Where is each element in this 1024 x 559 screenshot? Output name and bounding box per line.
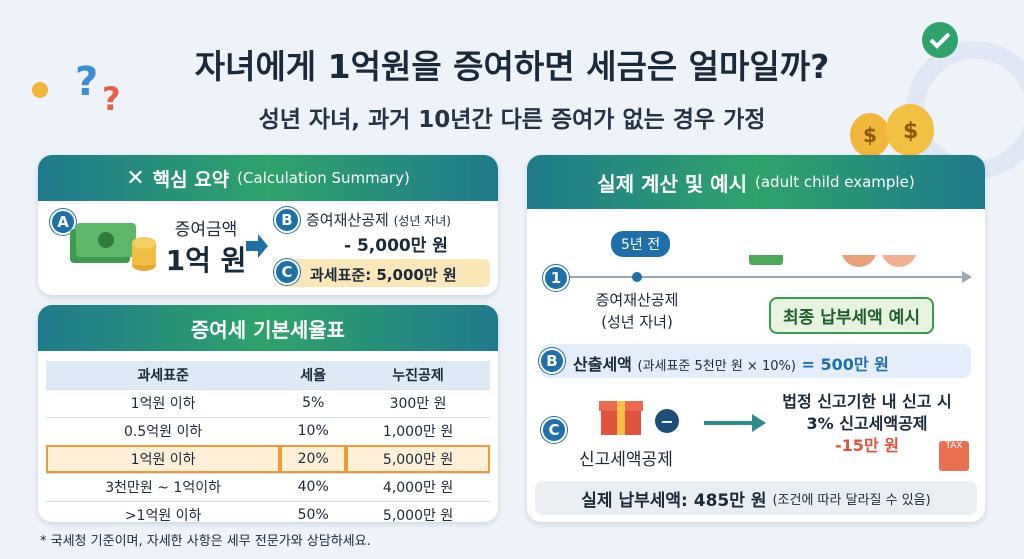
table-cell: 4,000만 원 [346,473,490,502]
timeline [557,255,972,283]
table-cell: 3천만원 ~ 1억이하 [46,473,281,502]
table-cell: 1억원 이하 [46,389,281,418]
deduction-amount: - 5,000만 원 [344,236,448,256]
badge: C [274,259,300,285]
badge: 1 [543,265,569,291]
badge: B [539,348,565,374]
timeline-label: 5년 전 [611,231,671,257]
summary-title-en: (Calculation Summary) [237,169,410,187]
table-body: 1억원 이하 5% 300만 원 0.5억원 이하 10% 1,000만 원 1억원 이하 2… [46,389,490,522]
summary-panel: ✕ 핵심 요약 (Calculation Summary) A 증여금액 1억 원 … [38,155,498,295]
title: 자녀에게 1억원을 증여하면 세금은 얼마일까? [194,47,830,86]
table-header: 증여세 기본세율표 [38,305,498,351]
gift-amount: 1억 원 [165,244,247,277]
minus-icon: − [655,409,679,433]
table-cell: >1억원 이하 [46,501,281,522]
badge: B [274,207,300,233]
step1-label: 증여재산공제 [595,291,679,309]
table-row: 0.5억원 이하 10% 1,000만 원 [46,417,490,446]
column-header: 누진공제 [346,361,490,390]
computed-result: = 500만 원 [801,355,889,374]
table-cell: 0.5억원 이하 [46,417,281,446]
table-row: 1억원 이하 5% 300만 원 [46,389,490,418]
step1-note: (성년 자녀) [601,313,673,331]
deduction-text: 증여재산공제 [306,211,389,229]
table-row: 1억원 이하 20% 5,000만 원 [46,445,490,474]
tax-base-box [278,259,490,287]
report-line2: 3% 신고세액공제 [806,414,928,433]
summary-header: ✕ 핵심 요약 (Calculation Summary) [38,155,498,201]
table-panel: 증여세 기본세율표 과세표준 세율 누진공제 1억원 이하 5% 300만 원 0.5억원 … [38,305,498,522]
arrow [704,414,766,432]
question-mark: ? [75,59,98,105]
table-cell: 50% [280,501,347,522]
final-banner: 최종 납부세액 예시 [769,297,934,334]
report-deduction: 신고세액공제 [579,450,673,470]
table-title: 증여세 기본세율표 [190,317,346,342]
money-icon [70,223,156,271]
deduction-label: 증여재산공제 (성년 자녀) [306,209,451,230]
summary-title: 핵심 요약 [152,168,230,191]
report-line1: 법정 신고기한 내 신고 시 [782,392,952,411]
tax-icon: TAX [939,441,969,471]
total-box: 실제 납부세액: 485만 원 (조건에 따라 달라질 수 있음) [535,481,977,515]
table-cell: 300만 원 [346,389,490,418]
column-header: 과세표준 [46,361,281,390]
example-title-en: (adult child example) [755,173,915,191]
table-cell: 5,000만 원 [346,501,490,522]
computed-tax: 산출세액 (과세표준 5천만 원 × 10%) = 500만 원 [573,351,889,375]
table-cell: 10% [280,417,347,446]
example-panel: 실제 계산 및 예시 (adult child example) 5년 전 1 증… [527,155,985,522]
computed-formula: (과세표준 5천만 원 × 10%) [637,359,796,374]
example-title: 실제 계산 및 예시 [597,171,747,196]
svg-text:$: $ [903,119,918,144]
tax-base: 과세표준: 5,000만 원 [310,266,457,284]
table-cell: 20% [280,445,347,474]
header-row: 과세표준 세율 누진공제 [46,361,490,390]
footnote: * 국세청 기준이며, 자세한 사항은 세무 전문가와 상담하세요. [40,534,371,549]
example-header: 실제 계산 및 예시 (adult child example) [527,155,985,209]
column-header: 세율 [280,361,347,390]
rate-table: 과세표준 세율 누진공제 1억원 이하 5% 300만 원 0.5억원 이하 10% 1,000… [46,361,490,522]
table-cell: 1,000만 원 [346,417,490,446]
table-cell: 40% [280,473,347,502]
total-note: (조건에 따라 달라질 수 있음) [772,492,931,508]
table-row: >1억원 이하 50% 5,000만 원 [46,501,490,522]
table-cell: 5% [280,389,347,418]
table-cell: 1억원 이하 [46,445,281,474]
badge: C [541,417,567,443]
deduction-note: (성년 자녀) [393,214,451,228]
computed-label: 산출세액 [573,355,632,374]
report-info: 법정 신고기한 내 신고 시 3% 신고세액공제 -15만 원 [757,391,977,457]
gift-icon [599,401,643,435]
question-mark: ? [102,80,121,118]
svg-text:$: $ [863,123,877,147]
subtitle: 성년 자녀, 과거 10년간 다른 증여가 없는 경우 가정 [258,107,766,133]
total-label: 실제 납부세액: 485만 원 [581,490,767,511]
gift-label: 증여금액 [174,220,238,240]
arrow [246,234,268,258]
table-cell: 5,000만 원 [346,445,490,474]
table-row: 3천만원 ~ 1억이하 40% 4,000만 원 [46,473,490,502]
report-amount: -15만 원 [835,436,899,455]
computed-box [541,344,971,378]
